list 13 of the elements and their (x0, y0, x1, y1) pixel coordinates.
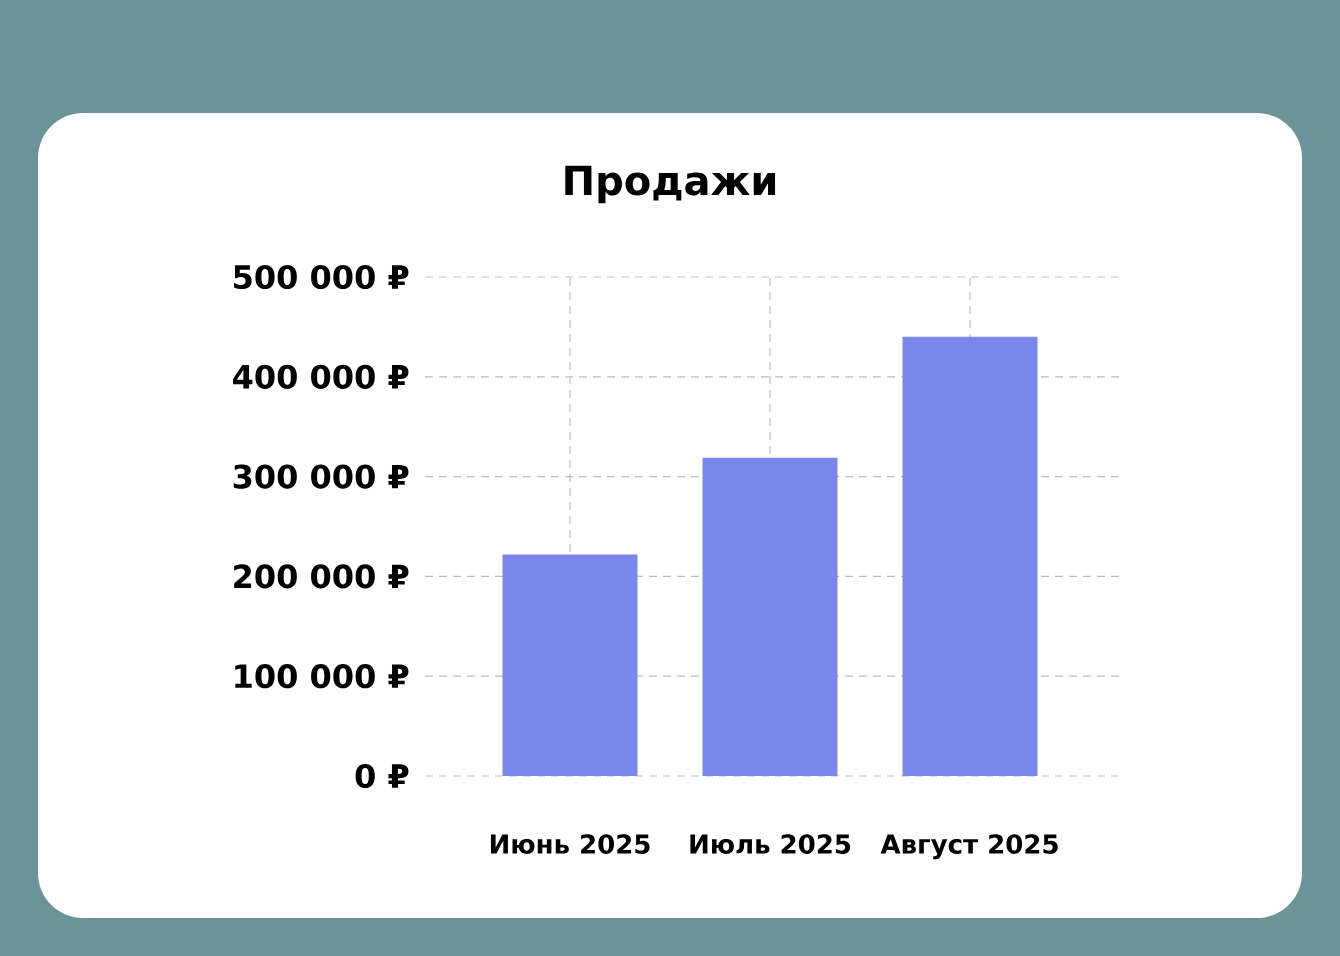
y-tick-label: 0 ₽ (355, 763, 409, 789)
y-tick-label: 500 000 ₽ (234, 264, 409, 290)
y-tick-label: 400 000 ₽ (233, 364, 409, 389)
y-tick-label: 100 000 ₽ (235, 664, 409, 689)
chart-title: Продажи (565, 165, 776, 204)
y-tick-label: 200 000 ₽ (234, 564, 409, 589)
x-tick-label: Июнь 2025 (490, 834, 650, 854)
bar (902, 336, 1038, 776)
bar (702, 457, 838, 776)
x-tick-label: Август 2025 (880, 834, 1058, 860)
y-tick-label: 300 000 ₽ (233, 464, 409, 489)
x-tick-label: Июль 2025 (690, 834, 851, 854)
bar (502, 554, 638, 776)
